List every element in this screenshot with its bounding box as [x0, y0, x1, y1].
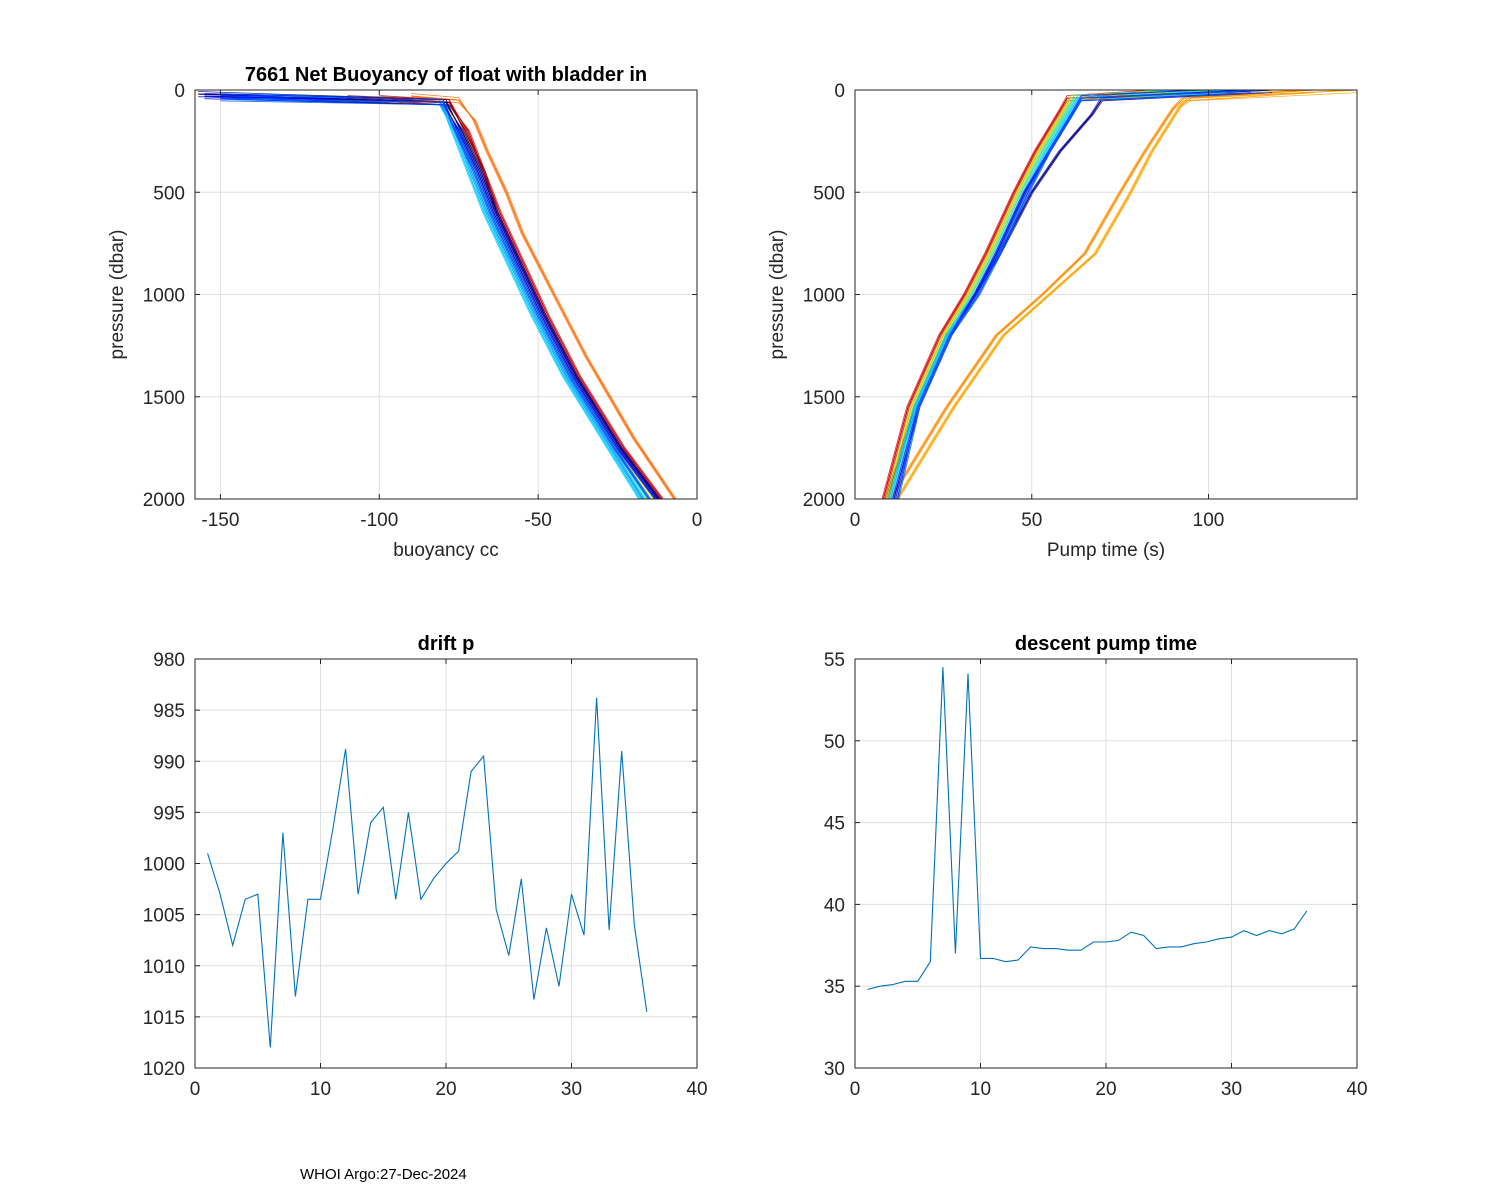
x-tick-label: -50 [524, 510, 551, 531]
y-tick-label: 1500 [803, 388, 845, 409]
y-tick-label: 995 [153, 803, 185, 824]
y-tick-label: 2000 [143, 490, 185, 511]
series-line-pump-midblue-variant [895, 90, 1216, 499]
series-line-profile-lightblue-variant [220, 98, 645, 499]
series-line-pump-midblue-variant [898, 92, 1266, 499]
y-tick-label: 50 [824, 732, 845, 753]
y-tick-label: 45 [824, 814, 845, 835]
x-tick-label: 0 [692, 510, 703, 531]
series-line-profile-cyan-variant [236, 99, 642, 499]
chart-descent: 0 10 20 30 40 30 35 40 45 50 55 descent pump time [824, 633, 1368, 1100]
chart-title: 7661 Net Buoyancy of float with bladder … [245, 64, 647, 86]
series-line-pump-orange-1-variant [897, 90, 1357, 499]
y-tick-label: 35 [824, 977, 845, 998]
chart-drift: 0 10 20 30 409809859909951000100510101015102… [143, 633, 708, 1100]
y-tick-label: 980 [153, 650, 185, 671]
y-tick-label: 1015 [143, 1008, 185, 1029]
series-line-profile-navy-variant [198, 96, 661, 499]
y-tick-label: 30 [824, 1059, 845, 1080]
chart-buoyancy: -150 -100 -50 0 0 500 1000 1500 2000 7661 Net Buo… [107, 64, 702, 561]
y-tick-label: 1020 [143, 1059, 185, 1080]
y-axis-label: pressure (dbar) [767, 230, 788, 360]
y-tick-label: 0 [174, 81, 185, 102]
series-line-pump-red-variant [882, 90, 1191, 499]
series-line-pump-red-variant [884, 92, 1191, 499]
y-tick-label: 55 [824, 650, 845, 671]
y-tick-label: 1000 [803, 286, 845, 307]
series-line-pump-orange-1-variant [898, 92, 1357, 499]
y-tick-label: 985 [153, 701, 185, 722]
x-tick-label: 30 [1221, 1079, 1242, 1100]
series-line-descent-pump-time [867, 667, 1308, 991]
series-line-pump-yellow-variant [886, 90, 1209, 499]
x-tick-label: 100 [1193, 510, 1225, 531]
x-tick-label: -100 [360, 510, 398, 531]
y-tick-label: 1005 [143, 906, 185, 927]
footer-label: WHOI Argo:27-Dec-2024 [300, 1166, 467, 1183]
series-line-pump-orange-2-variant [888, 90, 1280, 499]
x-tick-label: 40 [1346, 1079, 1367, 1100]
x-tick-label: 40 [686, 1079, 707, 1100]
series-line-pump-yellow-variant [885, 90, 1172, 499]
series-line-pump-midblue-variant [897, 90, 1266, 499]
y-tick-label: 2000 [803, 490, 845, 511]
x-tick-label: 0 [850, 1079, 861, 1100]
chart-title: descent pump time [1015, 633, 1197, 655]
chart-title: drift p [418, 633, 475, 655]
x-tick-label: 20 [1095, 1079, 1116, 1100]
y-tick-label: 1000 [143, 286, 185, 307]
series-line-profile-orange-variant [411, 95, 676, 499]
y-tick-label: 500 [153, 183, 185, 204]
x-axis-label: buoyancy cc [393, 540, 499, 561]
y-tick-label: 500 [813, 183, 845, 204]
y-tick-label: 1010 [143, 957, 185, 978]
x-tick-label: 30 [561, 1079, 582, 1100]
x-tick-label: 20 [435, 1079, 456, 1100]
series-line-pump-orange-2-variant [890, 90, 1315, 499]
series-line-profile-midblue-variant [220, 100, 651, 499]
x-tick-label: 0 [850, 510, 861, 531]
y-tick-label: 40 [824, 895, 845, 916]
series-line-pump-red-variant [881, 90, 1158, 499]
x-tick-label: 0 [190, 1079, 201, 1100]
y-tick-label: 1500 [143, 388, 185, 409]
x-tick-label: -150 [201, 510, 239, 531]
x-tick-label: 50 [1021, 510, 1042, 531]
y-tick-label: 990 [153, 752, 185, 773]
x-axis-label: Pump time (s) [1047, 540, 1165, 561]
x-tick-label: 10 [970, 1079, 991, 1100]
y-axis-label: pressure (dbar) [107, 230, 128, 360]
series-line-pump-orange-2-variant [891, 92, 1315, 499]
y-tick-label: 1000 [143, 855, 185, 876]
series-line-pump-yellow-variant [887, 92, 1209, 499]
x-tick-label: 10 [310, 1079, 331, 1100]
series-line-profile-orange-variant [411, 98, 677, 499]
series-line-profile-blue-variant [204, 98, 658, 499]
series-line-profile-red-variant [379, 100, 664, 499]
y-tick-label: 0 [834, 81, 845, 102]
series-line-drift-p [207, 697, 648, 1048]
